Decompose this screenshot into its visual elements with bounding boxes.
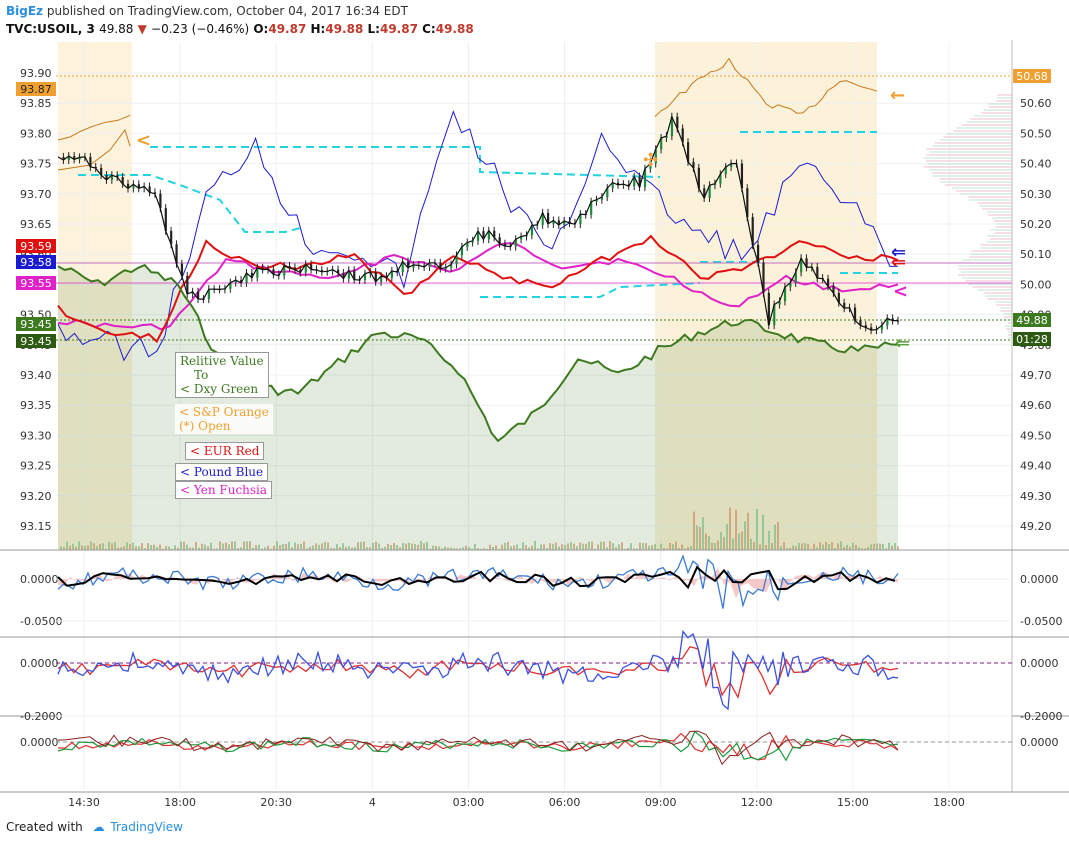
- arrow-icon: ←: [890, 85, 905, 106]
- footer-created-with: Created with: [6, 820, 83, 834]
- legend-sp: < S&P Orange (*) Open: [175, 404, 273, 434]
- right-price-marker-label: 49.88: [1016, 314, 1048, 327]
- oscillator-blue: [58, 632, 898, 710]
- left-price-marker-label: 93.87: [20, 83, 52, 96]
- legend-eur: < EUR Red: [185, 442, 264, 460]
- left-tick-label: 93.70: [20, 188, 52, 201]
- footer: Created with ☁ TradingView: [6, 820, 183, 834]
- right-price-marker-label: 50.68: [1016, 70, 1048, 83]
- right-tick-label: 49.50: [1020, 429, 1052, 442]
- right-tick-label: 49.60: [1020, 399, 1052, 412]
- left-tick-label: 93.35: [20, 399, 52, 412]
- arrow-icon: ⇐: [895, 333, 910, 354]
- left-price-marker-label: 93.45: [20, 318, 52, 331]
- arrow-icon: <: [136, 130, 151, 151]
- legend-dxy: Relitive Value To < Dxy Green: [175, 352, 269, 398]
- right-tick-label: 50.40: [1020, 158, 1052, 171]
- arrow-icon: ✣: [643, 150, 658, 171]
- arrow-icon: ⇐: [891, 252, 906, 273]
- x-tick-label: 15:00: [837, 796, 869, 809]
- left-price-marker-label: 93.59: [20, 240, 52, 253]
- left-price-marker-label: 93.45: [20, 335, 52, 348]
- legend-title-3: < Dxy Green: [180, 382, 264, 396]
- left-tick-label: 93.40: [20, 369, 52, 382]
- legend-title-2: To: [180, 368, 264, 382]
- tradingview-link[interactable]: TradingView: [110, 820, 183, 834]
- x-tick-label: 03:00: [453, 796, 485, 809]
- x-tick-label: 06:00: [549, 796, 581, 809]
- right-tick-label: 50.50: [1020, 127, 1052, 140]
- legend-yen: < Yen Fuchsia: [175, 481, 272, 499]
- sub-pane-tick-label: -0.2000: [1020, 710, 1062, 723]
- left-price-marker-label: 93.58: [20, 256, 52, 269]
- x-tick-label: 18:00: [933, 796, 965, 809]
- left-tick-label: 93.85: [20, 97, 52, 110]
- left-tick-label: 93.25: [20, 460, 52, 473]
- legend-sp-line-1: < S&P Orange: [179, 405, 269, 419]
- sub-pane-tick-label: 0.0000: [20, 657, 59, 670]
- tradingview-logo-icon[interactable]: ☁: [93, 820, 105, 834]
- oscillator-blue: [58, 556, 898, 609]
- sub-pane-tick-label: 0.0000: [20, 736, 59, 749]
- right-tick-label: 50.30: [1020, 188, 1052, 201]
- right-tick-label: 49.40: [1020, 460, 1052, 473]
- right-tick-label: 49.30: [1020, 490, 1052, 503]
- left-tick-label: 93.30: [20, 429, 52, 442]
- left-tick-label: 93.65: [20, 218, 52, 231]
- sub-pane-tick-label: -0.0500: [1020, 615, 1062, 628]
- left-tick-label: 93.75: [20, 158, 52, 171]
- x-tick-label: 20:30: [260, 796, 292, 809]
- legend-title-1: Relitive Value: [180, 354, 264, 368]
- right-tick-label: 50.00: [1020, 278, 1052, 291]
- legend-pound: < Pound Blue: [175, 463, 268, 481]
- right-tick-label: 49.20: [1020, 520, 1052, 533]
- sub-pane-tick-label: 0.0000: [1020, 573, 1059, 586]
- sub-pane-tick-label: 0.0000: [1020, 657, 1059, 670]
- x-tick-label: 18:00: [164, 796, 196, 809]
- right-tick-label: 49.70: [1020, 369, 1052, 382]
- x-tick-label: 14:30: [68, 796, 100, 809]
- sub-pane-tick-label: 0.0000: [20, 573, 59, 586]
- x-tick-label: 12:00: [741, 796, 773, 809]
- left-tick-label: 93.20: [20, 490, 52, 503]
- right-price-marker-label: 01:28: [1016, 333, 1048, 346]
- left-price-marker-label: 93.55: [20, 277, 52, 290]
- oscillator-brown: [58, 731, 898, 764]
- left-tick-label: 93.15: [20, 520, 52, 533]
- sub-pane-tick-label: 0.0000: [1020, 736, 1059, 749]
- legend-sp-line-2: (*) Open: [179, 419, 269, 433]
- x-tick-label: 09:00: [645, 796, 677, 809]
- right-tick-label: 50.10: [1020, 248, 1052, 261]
- right-tick-label: 50.20: [1020, 218, 1052, 231]
- left-tick-label: 93.80: [20, 127, 52, 140]
- x-tick-label: 4: [369, 796, 376, 809]
- right-tick-label: 50.60: [1020, 97, 1052, 110]
- left-tick-label: 93.90: [20, 67, 52, 80]
- arrow-icon: <: [893, 281, 908, 302]
